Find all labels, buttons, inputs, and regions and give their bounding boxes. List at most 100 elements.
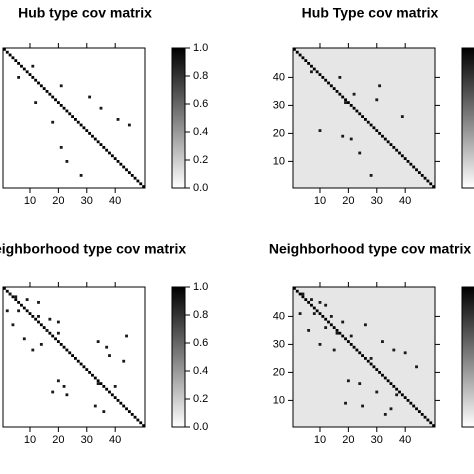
cell — [28, 73, 32, 76]
cell — [93, 404, 97, 408]
panel-title: Neighborhood type cov matrix — [269, 241, 471, 257]
cell — [37, 81, 40, 85]
cell — [423, 176, 427, 180]
cell — [79, 123, 83, 127]
cell — [383, 413, 387, 416]
colorbar-label: 0.0 — [193, 182, 208, 194]
cell — [415, 407, 418, 411]
cell — [25, 309, 29, 313]
cell — [56, 379, 60, 383]
cell — [85, 129, 89, 132]
cell — [71, 354, 74, 357]
cell — [113, 396, 117, 399]
x-tick-label: 20 — [342, 195, 354, 207]
cell — [307, 62, 311, 65]
cell — [88, 371, 92, 374]
cell — [108, 390, 111, 394]
cell — [11, 295, 15, 299]
cell — [327, 81, 330, 85]
cell — [310, 64, 313, 68]
cell — [25, 298, 29, 301]
cell — [358, 382, 362, 385]
cell — [99, 382, 103, 385]
cell — [56, 320, 60, 324]
cell — [22, 67, 26, 71]
cell — [37, 320, 40, 324]
cell — [312, 306, 316, 310]
cell — [409, 162, 413, 166]
cell — [59, 84, 63, 88]
cell — [5, 289, 9, 293]
cell — [310, 303, 313, 307]
cell — [409, 401, 413, 405]
cell — [301, 295, 305, 299]
cell — [398, 390, 401, 394]
cell — [3, 287, 6, 290]
cell — [54, 98, 57, 102]
cell — [321, 315, 325, 318]
cell — [301, 292, 305, 296]
y-tick-label: 10 — [273, 394, 285, 406]
cell — [93, 376, 97, 380]
cell — [62, 106, 66, 110]
cell — [341, 134, 345, 138]
cell — [133, 176, 137, 180]
cell — [369, 362, 373, 366]
cell — [318, 312, 322, 315]
cell — [96, 340, 100, 343]
cell — [11, 323, 15, 327]
cell — [392, 385, 396, 388]
cell — [307, 301, 311, 304]
cell — [99, 143, 103, 146]
cell — [39, 323, 43, 327]
cell — [119, 401, 123, 405]
cell — [335, 329, 339, 332]
cell — [420, 413, 424, 416]
cell — [398, 151, 401, 155]
cell — [335, 90, 339, 93]
cell — [361, 404, 364, 408]
plot-frame — [292, 47, 436, 189]
cell — [364, 323, 367, 327]
cell — [76, 359, 80, 363]
cell — [125, 407, 128, 411]
cell — [335, 331, 339, 335]
cell — [96, 382, 100, 385]
cell — [17, 301, 21, 304]
cell — [344, 98, 347, 102]
cell — [125, 168, 128, 172]
y-tick-label: 20 — [273, 366, 285, 378]
cell — [381, 134, 384, 138]
cell — [125, 334, 128, 338]
cell — [59, 146, 63, 149]
cell — [318, 343, 322, 346]
cell — [39, 343, 43, 346]
cell — [392, 146, 396, 149]
cell — [122, 404, 126, 408]
cell — [324, 303, 328, 307]
cell — [20, 64, 23, 68]
cell — [139, 182, 143, 186]
cell — [423, 415, 427, 419]
cell — [31, 64, 35, 68]
cell — [318, 301, 322, 304]
cell — [369, 357, 373, 360]
cell — [8, 53, 12, 57]
cell — [59, 343, 63, 346]
cell — [102, 410, 106, 413]
cell — [378, 84, 382, 88]
cell — [28, 312, 32, 315]
cell — [5, 50, 9, 54]
cell — [364, 357, 367, 360]
cell — [3, 48, 6, 51]
cell — [412, 165, 416, 169]
cell — [295, 50, 299, 54]
colorbar-label: 0.8 — [193, 70, 208, 82]
cell — [51, 390, 55, 394]
cell — [383, 137, 387, 141]
cell — [91, 134, 94, 138]
x-tick-label: 30 — [371, 195, 383, 207]
plot-frame — [2, 286, 146, 428]
cell — [56, 101, 60, 104]
cell — [352, 345, 356, 349]
